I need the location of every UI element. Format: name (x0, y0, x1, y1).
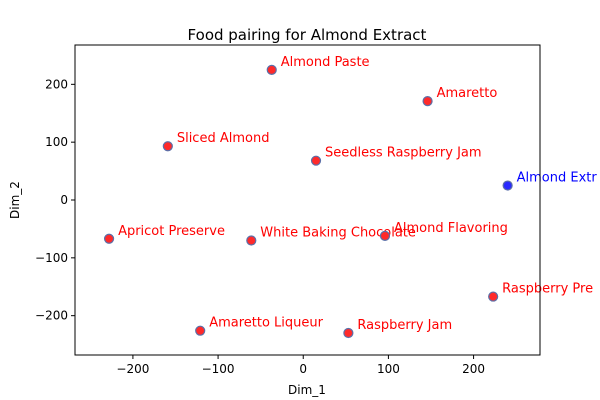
scatter-point (343, 327, 354, 339)
point-label: Sliced Almond (177, 131, 270, 146)
x-tick-label: 0 (299, 362, 307, 376)
scatter-point (162, 141, 173, 152)
point-label: Raspberry Jam (357, 318, 452, 333)
x-tick-label: −200 (116, 362, 149, 376)
point-label: Raspberry Pre (502, 282, 593, 297)
y-axis-label: Dim_2 (8, 181, 22, 219)
point-label: Amaretto Liqueur (209, 316, 323, 331)
scatter-point (103, 233, 115, 244)
y-tick-label: 0 (60, 193, 68, 207)
y-tick-label: 200 (45, 77, 68, 91)
scatter-point (246, 235, 257, 246)
y-tick-label: 100 (45, 135, 68, 149)
x-tick-label: 200 (462, 362, 485, 376)
point-label: Seedless Raspberry Jam (325, 146, 482, 161)
scatter-point (266, 64, 277, 75)
x-tick-label: −100 (202, 362, 235, 376)
point-label: Almond Paste (281, 55, 370, 70)
x-axis-label: Dim_1 (288, 383, 326, 397)
point-label: Almond Extr (517, 171, 598, 186)
scatter-point (488, 291, 499, 302)
point-label: White Baking Chocolate (260, 225, 416, 240)
x-tick-label: 100 (377, 362, 400, 376)
y-tick-label: −200 (35, 309, 68, 323)
scatter-point (502, 180, 513, 191)
point-label: Apricot Preserve (118, 224, 225, 239)
chart-title: Food pairing for Almond Extract (188, 26, 427, 44)
scatter-point (379, 230, 391, 241)
scatter-point (195, 325, 206, 336)
point-label: Almond Flavoring (394, 221, 508, 236)
point-label: Amaretto (437, 86, 498, 101)
axes: −200 −100 0 100 200 −200 −100 0 100 200 (35, 44, 541, 376)
scatter-point (310, 155, 322, 166)
plot-area: Almond Paste Amaretto Sliced Almond Seedles… (103, 55, 598, 339)
scatter-point (422, 96, 433, 107)
y-tick-label: −100 (35, 251, 68, 265)
